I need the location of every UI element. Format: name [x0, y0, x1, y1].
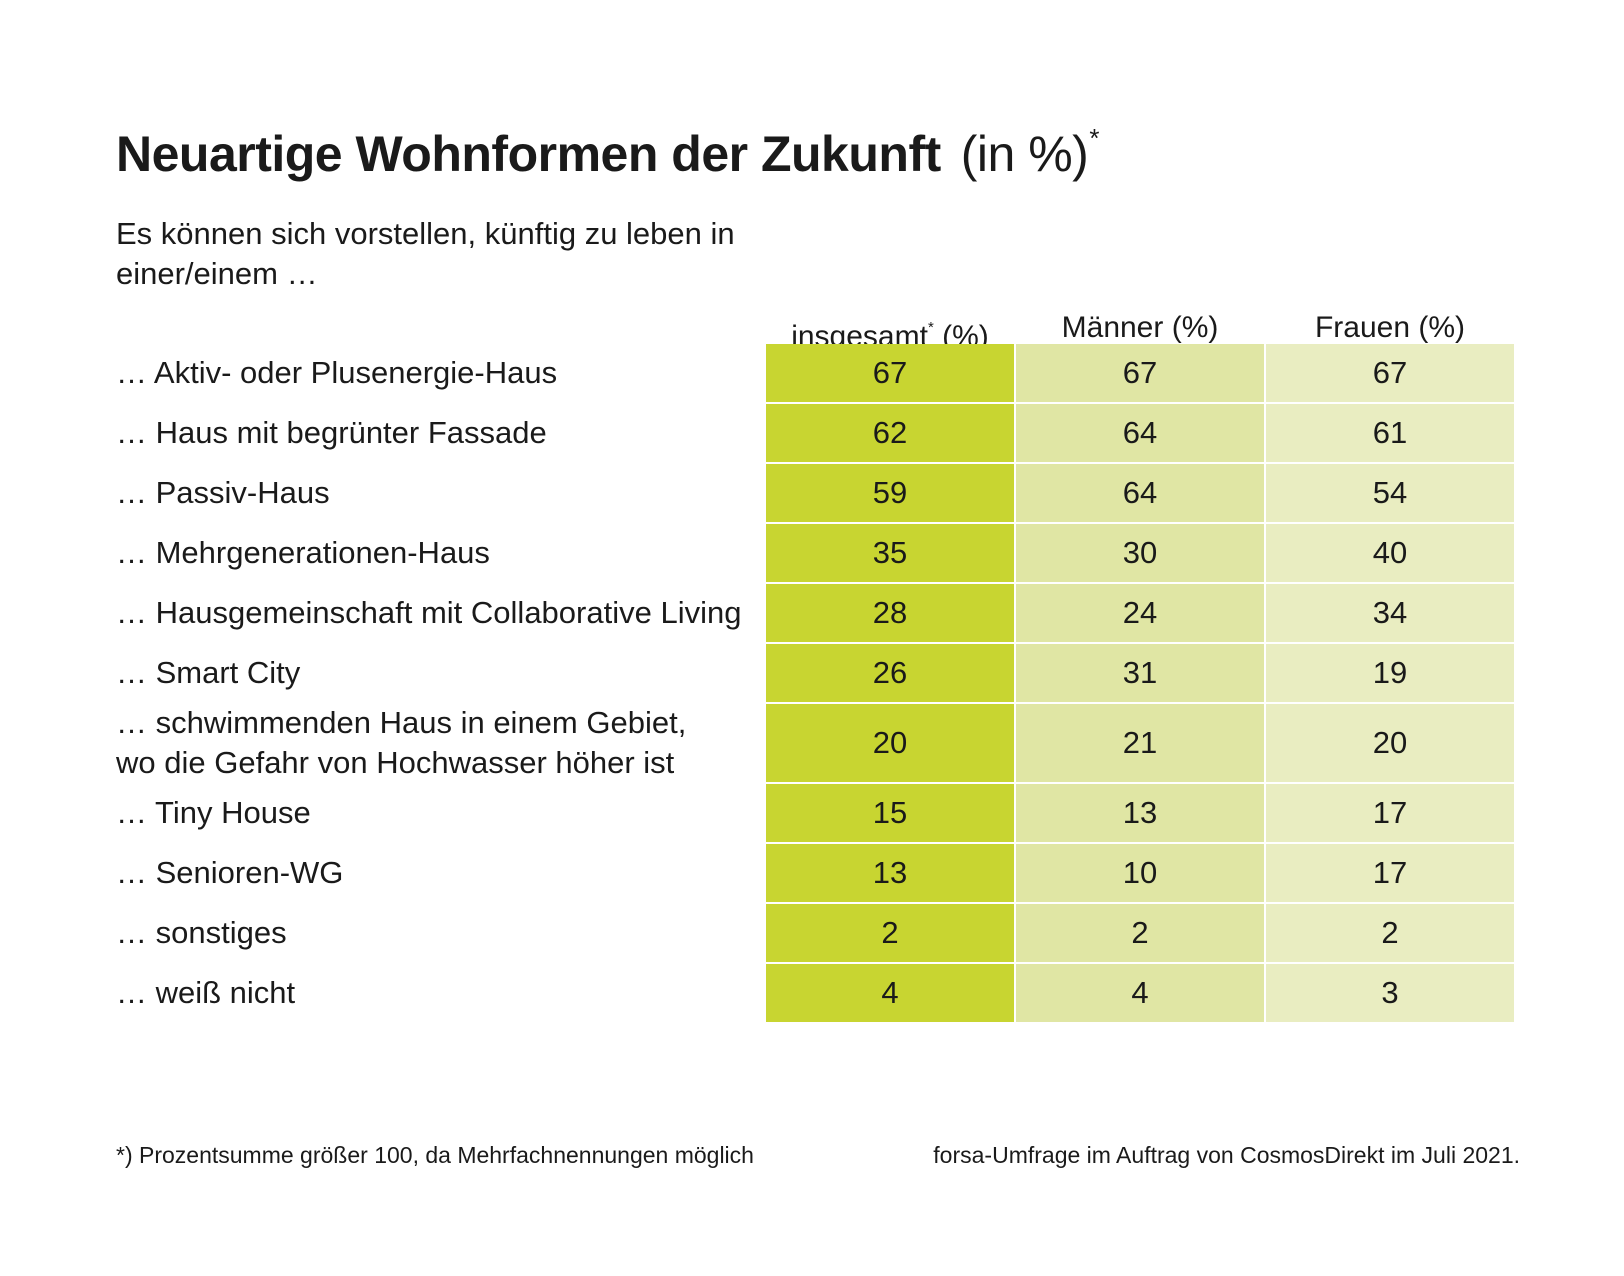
- value-cell-frauen: 2: [1266, 904, 1514, 962]
- value-cell-insgesamt: 35: [766, 524, 1014, 582]
- row-label: … Mehrgenerationen-Haus: [116, 535, 490, 570]
- row-label: … Hausgemeinschaft mit Collaborative Liv…: [116, 595, 742, 630]
- value-cell-insgesamt: 20: [766, 704, 1014, 782]
- row-label: … Senioren-WG: [116, 855, 344, 890]
- value-cell-frauen: 20: [1266, 704, 1514, 782]
- value-cell-frauen: 19: [1266, 644, 1514, 702]
- value-cell-frauen: 40: [1266, 524, 1514, 582]
- value-cell-insgesamt: 26: [766, 644, 1014, 702]
- column-header-unit: (%): [1418, 311, 1466, 344]
- column-header-maenner: Männer (%): [1016, 308, 1264, 348]
- column-header-label: Männer: [1061, 311, 1164, 344]
- chart-title: Neuartige Wohnformen der Zukunft (in %)*: [116, 108, 1099, 184]
- value-cell-frauen: 61: [1266, 404, 1514, 462]
- value-cell-maenner: 10: [1016, 844, 1264, 902]
- value-cell-frauen: 17: [1266, 784, 1514, 842]
- value-cell-insgesamt: 15: [766, 784, 1014, 842]
- footnote: *) Prozentsumme größer 100, da Mehrfachn…: [116, 1142, 754, 1168]
- title-footnote-mark: *: [1089, 123, 1099, 153]
- column-header-label: Frauen: [1314, 311, 1411, 344]
- row-label: … sonstiges: [116, 915, 287, 950]
- column-header-unit: (%): [1171, 311, 1219, 344]
- row-label: … Haus mit begrünter Fassade: [116, 415, 547, 450]
- column-header-mark: *: [927, 319, 934, 336]
- value-cell-maenner: 21: [1016, 704, 1264, 782]
- chart-subtitle: Es können sich vorstellen, künftig zu le…: [116, 216, 735, 291]
- source-note: forsa-Umfrage im Auftrag von CosmosDirek…: [933, 1142, 1520, 1168]
- row-label: … Aktiv- oder Plusenergie-Haus: [116, 355, 558, 390]
- value-cell-maenner: 64: [1016, 404, 1264, 462]
- value-cell-maenner: 67: [1016, 344, 1264, 402]
- value-cell-maenner: 30: [1016, 524, 1264, 582]
- row-label: … Passiv-Haus: [116, 475, 330, 510]
- row-label: … weiß nicht: [116, 975, 296, 1010]
- row-label: … schwimmenden Haus in einem Gebiet, wo …: [116, 705, 687, 780]
- title-unit: (in %): [960, 126, 1089, 182]
- value-cell-frauen: 17: [1266, 844, 1514, 902]
- value-cell-maenner: 13: [1016, 784, 1264, 842]
- value-cell-insgesamt: 4: [766, 964, 1014, 1022]
- value-cell-insgesamt: 2: [766, 904, 1014, 962]
- column-header-frauen: Frauen (%): [1266, 308, 1514, 348]
- value-cell-insgesamt: 59: [766, 464, 1014, 522]
- value-cell-insgesamt: 67: [766, 344, 1014, 402]
- value-cell-maenner: 24: [1016, 584, 1264, 642]
- value-cell-maenner: 4: [1016, 964, 1264, 1022]
- value-cell-insgesamt: 62: [766, 404, 1014, 462]
- value-cell-insgesamt: 28: [766, 584, 1014, 642]
- value-cell-maenner: 31: [1016, 644, 1264, 702]
- value-cell-frauen: 3: [1266, 964, 1514, 1022]
- row-label: … Smart City: [116, 655, 301, 690]
- value-cell-frauen: 34: [1266, 584, 1514, 642]
- title-main: Neuartige Wohnformen der Zukunft: [116, 126, 941, 182]
- value-cell-frauen: 54: [1266, 464, 1514, 522]
- row-label: … Tiny House: [116, 795, 311, 830]
- value-cell-insgesamt: 13: [766, 844, 1014, 902]
- value-cell-maenner: 2: [1016, 904, 1264, 962]
- value-cell-frauen: 67: [1266, 344, 1514, 402]
- value-cell-maenner: 64: [1016, 464, 1264, 522]
